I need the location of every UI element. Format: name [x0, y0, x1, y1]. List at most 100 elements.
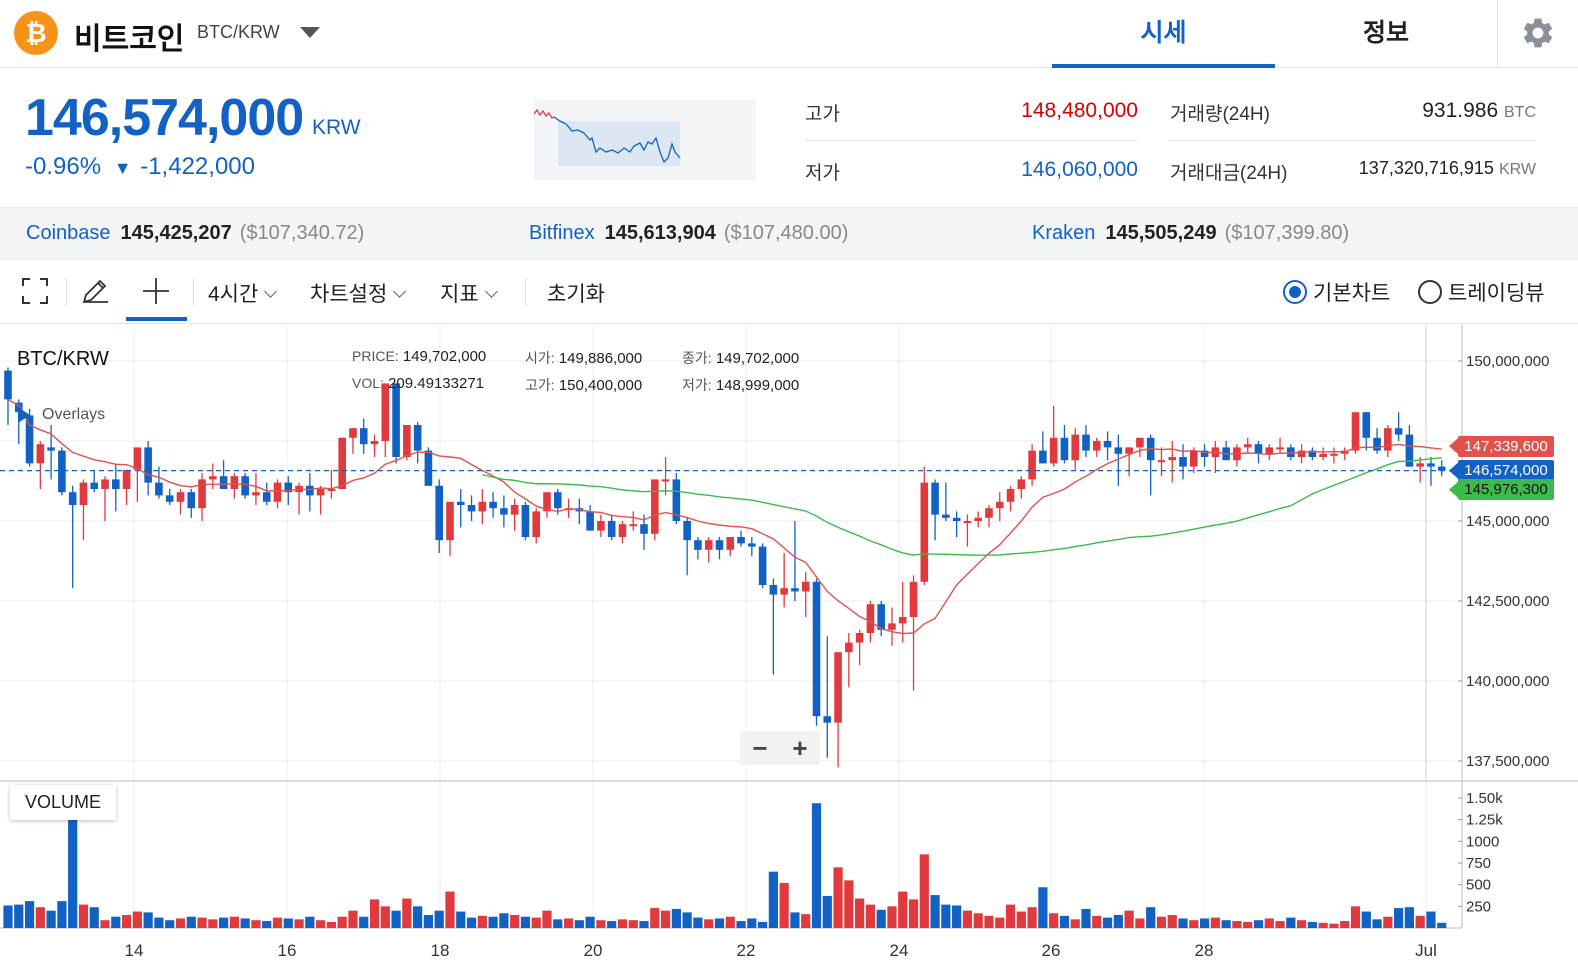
volume-bar [445, 891, 455, 928]
candle-body [877, 604, 885, 630]
exchange-name[interactable]: Bitfinex [529, 222, 595, 244]
pencil-icon[interactable] [80, 276, 110, 306]
candle-body [101, 479, 109, 489]
reset-button[interactable]: 초기화 [547, 283, 605, 306]
ohlc-low-value: 148,999,000 [715, 377, 800, 394]
volume-bar [574, 920, 584, 928]
volume-bar [68, 794, 78, 928]
exchange-usd: ($107,340.72) [239, 222, 365, 244]
zoom-in-button[interactable]: + [792, 733, 808, 763]
volume-tick-label: 1.50k [1466, 790, 1503, 807]
tradingview-radio[interactable]: 트레이딩뷰 [1418, 277, 1545, 307]
volume-bar [132, 911, 142, 928]
volume-bar [348, 910, 358, 928]
tab-info[interactable]: 정보 [1362, 19, 1409, 47]
volume-bar [35, 907, 45, 928]
volume-bar [488, 916, 498, 928]
volume-bar [1146, 907, 1156, 928]
price-chart[interactable]: 14 16 18 20 22 24 26 28 Jul 137,500,000 140,000,00… [0, 325, 1578, 972]
overlays-toggle[interactable]: Overlays [42, 406, 106, 423]
volume-bar [952, 905, 962, 928]
volume-bar [1027, 907, 1037, 928]
ohlc-volume: VOL: 209.49133271 [352, 375, 484, 392]
volume-label: 거래량(24H) [1170, 104, 1270, 125]
volume-bar [251, 920, 261, 928]
turnover-label: 거래대금(24H) [1170, 163, 1288, 184]
mini-price-chart [534, 100, 756, 180]
basic-chart-radio[interactable]: 기본차트 [1283, 277, 1390, 307]
volume-bar [1437, 922, 1447, 928]
toolbar-divider [525, 278, 526, 306]
volume-bar [121, 915, 132, 928]
toolbar-divider [193, 278, 194, 306]
candle-body [715, 540, 724, 550]
candle-body [618, 524, 627, 537]
volume-bar [46, 910, 56, 928]
candle-body [370, 441, 379, 445]
volume-bar [725, 916, 735, 928]
indicators-dropdown[interactable]: 지표 [440, 278, 498, 308]
candlestick-chart-svg[interactable]: 14 16 18 20 22 24 26 28 Jul 137,500,000 140,000,00… [0, 325, 1578, 972]
volume-bar [1005, 904, 1016, 928]
volume-bar [844, 880, 854, 928]
crosshair-icon[interactable] [141, 276, 171, 306]
candle-body [855, 633, 864, 643]
exchange-usd: ($107,480.00) [723, 222, 849, 244]
current-price-tag: 146,574,000 [1458, 460, 1554, 482]
x-tick-label: 26 [1042, 941, 1061, 960]
candle-body [403, 425, 411, 457]
x-tick-label: 20 [584, 941, 603, 960]
volume-bar [865, 904, 875, 928]
volume-tick-label: 1000 [1466, 833, 1499, 850]
volume-bar [1404, 907, 1414, 928]
volume-bar [1199, 918, 1210, 928]
exchange-name[interactable]: Coinbase [26, 222, 111, 244]
candle-body [543, 492, 551, 512]
fullscreen-icon[interactable] [20, 276, 50, 306]
volume-bar [143, 912, 153, 928]
candle-body [1028, 450, 1036, 480]
interval-dropdown[interactable]: 4시간 [208, 278, 278, 308]
volume-bar [736, 921, 746, 928]
ohlc-vol-value: 209.49133271 [388, 375, 485, 392]
volume-bar [1124, 910, 1134, 928]
candle-body [532, 511, 541, 537]
volume-bar [1286, 917, 1296, 928]
basic-chart-label: 기본차트 [1313, 282, 1391, 305]
low-price: 146,060,000 [1021, 158, 1138, 181]
indicators-label: 지표 [440, 283, 479, 306]
volume-bar [510, 915, 520, 928]
candle-body [661, 479, 670, 482]
volume-bar [1275, 921, 1285, 928]
exchange-name[interactable]: Kraken [1032, 222, 1096, 244]
coin-select-chevron-down-icon[interactable] [300, 27, 320, 38]
zoom-controls: − + [740, 731, 820, 765]
candle-body [845, 642, 853, 653]
volume-bar [57, 901, 67, 928]
current-price: 146,574,000 [25, 89, 304, 147]
volume-bar [165, 920, 175, 928]
tab-quote[interactable]: 시세 [1052, 0, 1275, 68]
candle-body [25, 415, 34, 464]
candle-body [36, 444, 45, 464]
volume-bar [1426, 911, 1436, 928]
volume-bar [1243, 921, 1253, 928]
candle-body [1394, 428, 1403, 435]
volume-bar [1189, 920, 1199, 928]
candle-body [1437, 466, 1446, 471]
candle-body [931, 482, 939, 515]
change-amount: -1,422,000 [140, 153, 255, 180]
candle-body [1416, 463, 1424, 467]
overlays-play-icon [18, 407, 30, 423]
ohlc-close: 종가: 149,702,000 [682, 348, 799, 368]
chart-settings-dropdown[interactable]: 차트설정 [310, 278, 407, 308]
candle-body [284, 482, 293, 493]
volume-tick-label: 1.25k [1466, 812, 1503, 829]
candle-body [1190, 450, 1198, 467]
volume-bar [1221, 920, 1231, 928]
zoom-out-button[interactable]: − [752, 733, 768, 763]
volume-bar [1394, 908, 1404, 928]
volume-bar [704, 919, 714, 928]
volume-bar [1297, 920, 1307, 928]
settings-button[interactable] [1497, 0, 1578, 68]
